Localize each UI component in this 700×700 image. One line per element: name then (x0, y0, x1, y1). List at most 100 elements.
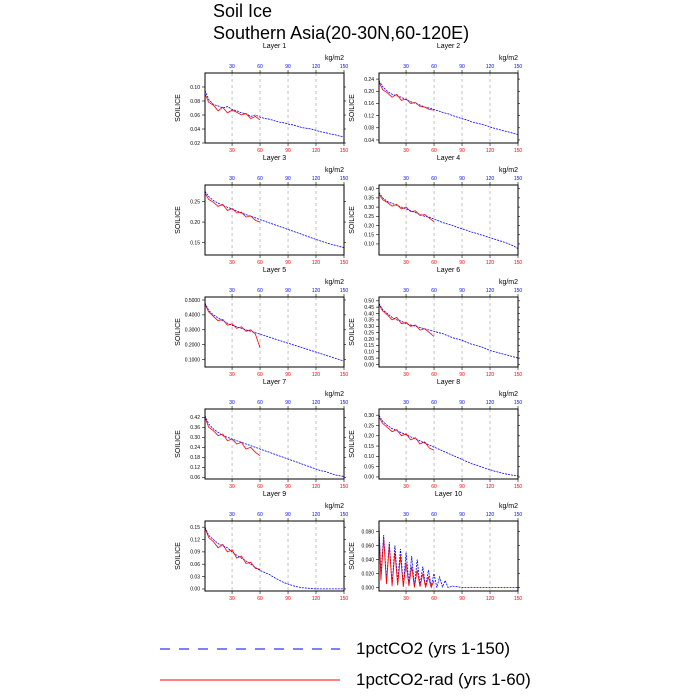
y-axis-label: SOILICE (349, 94, 356, 122)
series-1pctco2-line (204, 190, 345, 248)
units-label: kg/m2 (325, 503, 344, 510)
y-tick-label: 0.30 (364, 324, 374, 330)
y-tick-label: 0.16 (364, 101, 374, 107)
y-tick-label: 0.24 (190, 445, 200, 451)
series-1pctco2-rad-line (378, 193, 435, 223)
plot-frame (204, 72, 345, 144)
x-tick-label-bottom: 60 (431, 372, 437, 378)
x-tick-label-top: 90 (285, 288, 291, 294)
x-tick-label-top: 90 (459, 64, 465, 70)
y-tick-label: 0.25 (190, 199, 200, 205)
panel-title: Layer 7 (263, 379, 286, 386)
x-tick-label-top: 30 (229, 288, 235, 294)
panel-title: Layer 9 (263, 491, 286, 498)
y-axis-label: SOILICE (349, 430, 356, 458)
x-tick-label-bottom: 150 (340, 372, 349, 378)
y-axis-label: SOILICE (175, 318, 182, 346)
x-tick-label-top: 90 (459, 176, 465, 182)
x-tick-label-top: 90 (459, 288, 465, 294)
series-1pctco2-line (204, 90, 345, 138)
y-tick-label: 0.10 (190, 85, 200, 91)
y-tick-label: 0.24 (364, 77, 374, 83)
x-tick-label-top: 60 (257, 64, 263, 70)
x-tick-label-top: 120 (486, 512, 495, 518)
x-tick-label-top: 120 (486, 176, 495, 182)
y-tick-label: 0.10 (364, 242, 374, 248)
y-tick-label: 0.00 (190, 587, 200, 593)
x-tick-label-bottom: 150 (340, 260, 349, 266)
y-tick-label: 0.20 (364, 89, 374, 95)
y-tick-label: 0.40 (364, 186, 374, 192)
legend-label-1pctco2: 1pctCO2 (yrs 1-150) (356, 639, 510, 658)
panel-layer-10: Layer 10 kg/m2 SOILICE 30 60 90 120 150 30 60 90 12… (349, 491, 522, 602)
x-tick-label-bottom: 90 (285, 260, 291, 266)
x-tick-label-bottom: 60 (257, 484, 263, 490)
series-1pctco2-rad-line (378, 304, 435, 337)
x-tick-label-bottom: 60 (431, 260, 437, 266)
y-tick-label: 0.45 (364, 305, 374, 311)
x-tick-label-top: 90 (285, 512, 291, 518)
y-tick-label: 0.15 (364, 444, 374, 450)
x-tick-label-top: 150 (340, 512, 349, 518)
x-tick-label-bottom: 120 (486, 596, 495, 602)
x-tick-label-bottom: 90 (285, 372, 291, 378)
y-tick-label: 0.04 (190, 127, 200, 133)
y-axis-label: SOILICE (175, 430, 182, 458)
y-tick-label: 0.35 (364, 318, 374, 324)
x-tick-label-top: 120 (486, 64, 495, 70)
y-tick-label: 0.040 (361, 557, 374, 563)
y-tick-label: 0.20 (364, 223, 374, 229)
y-tick-label: 0.060 (361, 543, 374, 549)
panel-title: Layer 5 (263, 267, 286, 274)
y-tick-label: 0.12 (364, 113, 374, 119)
x-tick-label-top: 30 (229, 400, 235, 406)
plot-frame (204, 296, 345, 368)
x-tick-label-bottom: 30 (403, 260, 409, 266)
y-tick-label: 0.080 (361, 529, 374, 535)
y-tick-label: 0.36 (190, 425, 200, 431)
x-tick-label-bottom: 150 (514, 372, 523, 378)
x-tick-label-top: 60 (431, 64, 437, 70)
x-tick-label-bottom: 90 (459, 260, 465, 266)
y-tick-label: 0.18 (190, 455, 200, 461)
x-tick-label-top: 60 (431, 288, 437, 294)
series-1pctco2-line (378, 524, 518, 588)
x-tick-label-bottom: 120 (312, 260, 321, 266)
x-tick-label-top: 150 (514, 512, 523, 518)
x-tick-label-bottom: 120 (312, 148, 321, 154)
series-1pctco2-rad-line (204, 93, 261, 121)
y-tick-label: 0.10 (364, 454, 374, 460)
x-tick-label-top: 90 (285, 176, 291, 182)
y-axis-label: SOILICE (175, 542, 182, 570)
x-tick-label-top: 30 (403, 176, 409, 182)
x-tick-label-top: 150 (340, 288, 349, 294)
panel-title: Layer 2 (437, 43, 460, 50)
figure-title: Soil Ice (213, 1, 273, 21)
x-tick-label-bottom: 30 (403, 372, 409, 378)
x-tick-label-bottom: 60 (257, 596, 263, 602)
x-tick-label-bottom: 120 (312, 596, 321, 602)
y-tick-label: 0.12 (190, 537, 200, 543)
x-tick-label-bottom: 150 (340, 148, 349, 154)
x-tick-label-top: 150 (340, 400, 349, 406)
y-tick-label: 0.3000 (185, 328, 201, 334)
y-tick-label: 0.08 (364, 126, 374, 132)
x-tick-label-top: 120 (486, 288, 495, 294)
y-tick-label: 0.2000 (185, 342, 201, 348)
series-1pctco2-line (204, 527, 344, 590)
x-tick-label-bottom: 150 (514, 260, 523, 266)
units-label: kg/m2 (499, 167, 518, 174)
y-tick-label: 0.42 (190, 415, 200, 421)
x-tick-label-top: 90 (459, 512, 465, 518)
units-label: kg/m2 (325, 55, 344, 62)
x-tick-label-bottom: 150 (340, 484, 349, 490)
x-tick-label-bottom: 90 (459, 596, 465, 602)
figure-title-block: Soil Ice Southern Asia(20-30N,60-120E) (213, 0, 469, 44)
panel-layer-9: Layer 9 kg/m2 SOILICE 30 60 90 120 150 30 60 90 120… (175, 491, 348, 602)
y-tick-label: 0.15 (364, 233, 374, 239)
y-axis-label: SOILICE (175, 94, 182, 122)
y-tick-label: 0.20 (190, 220, 200, 226)
x-tick-label-top: 120 (312, 288, 321, 294)
panel-title: Layer 10 (435, 491, 462, 498)
